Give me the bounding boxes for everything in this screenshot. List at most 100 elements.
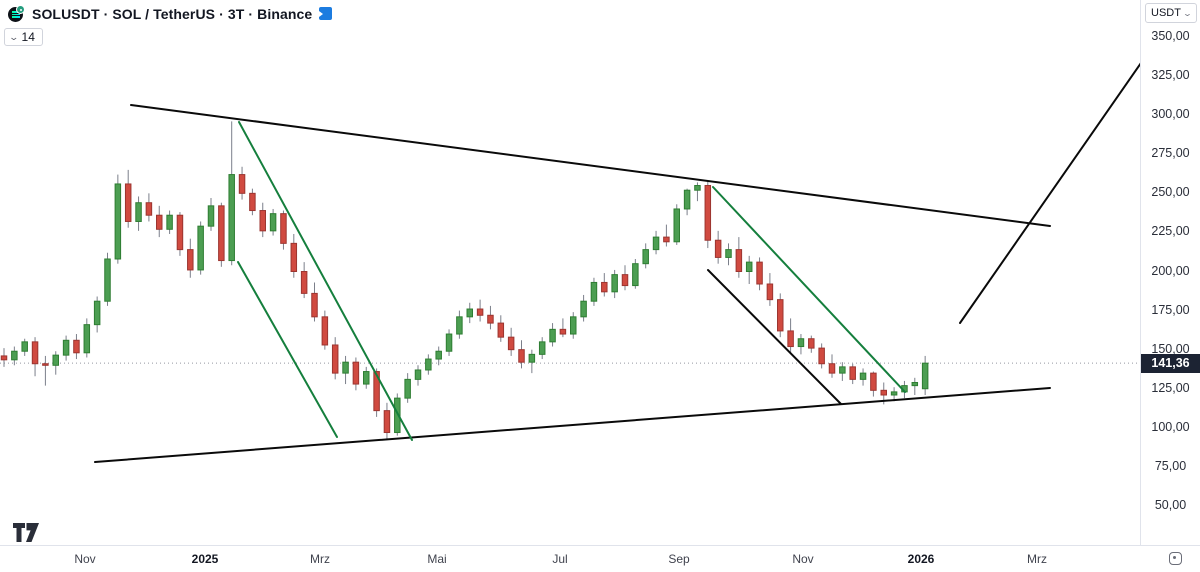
candle: [621, 274, 629, 287]
price-axis-label: 100,00: [1151, 419, 1190, 434]
candle: [559, 328, 567, 335]
candle: [808, 338, 815, 349]
tradingview-logo[interactable]: [13, 523, 39, 542]
time-axis-label: Nov: [792, 552, 814, 566]
candle: [766, 283, 774, 301]
candle: [735, 249, 743, 272]
candle: [652, 236, 660, 251]
current-price-badge: 141,36: [1141, 353, 1200, 373]
candle: [839, 366, 846, 374]
time-axis-label: Sep: [668, 552, 690, 566]
candle: [632, 263, 639, 287]
indicator-value: 14: [21, 30, 35, 44]
price-axis-label: 325,00: [1151, 68, 1190, 83]
candle: [176, 214, 184, 251]
candle: [93, 300, 101, 326]
price-axis-label: 300,00: [1151, 107, 1190, 122]
channel1-upper: [238, 121, 413, 441]
candle: [238, 174, 246, 194]
candle: [52, 354, 59, 366]
candle: [673, 208, 680, 243]
time-axis-label: Jul: [552, 552, 568, 566]
indicator-value-box[interactable]: ⌄ 14: [4, 28, 43, 46]
candle: [435, 350, 442, 360]
candle: [363, 371, 370, 385]
candle: [404, 378, 411, 399]
candle: [828, 363, 836, 374]
candle: [218, 205, 225, 262]
candle: [321, 316, 329, 346]
candle: [725, 249, 732, 258]
candle: [414, 369, 422, 380]
chart-plot-area[interactable]: [0, 0, 1140, 545]
candle: [269, 213, 277, 232]
price-axis-label: 225,00: [1151, 224, 1190, 239]
channel1-lower: [237, 261, 338, 438]
candle: [104, 258, 111, 302]
candle: [259, 210, 266, 232]
tether-badge-icon: [16, 5, 25, 14]
sol-usdt-pair-logo-icon: [8, 5, 25, 22]
candle: [456, 316, 463, 335]
time-axis-label: Mrz: [310, 552, 330, 566]
candle: [507, 336, 515, 351]
price-axis[interactable]: USDT ⌄ 141,36 350,00 325,00 300,00 275,00 25…: [1140, 0, 1200, 545]
candle: [0, 355, 8, 361]
candle: [197, 225, 204, 271]
price-axis-label: 50,00: [1154, 498, 1187, 512]
candle: [207, 205, 215, 227]
currency-selector-button[interactable]: USDT ⌄: [1145, 3, 1197, 23]
chevron-down-icon: ⌄: [1182, 8, 1193, 18]
price-axis-label: 250,00: [1151, 185, 1190, 200]
candle: [849, 366, 856, 380]
candle: [818, 347, 825, 365]
chevron-down-icon: ⌄: [8, 31, 20, 42]
candle: [570, 316, 577, 335]
candle: [921, 362, 929, 390]
candle: [445, 333, 453, 352]
candle: [42, 363, 49, 366]
candle: [549, 328, 556, 343]
price-axis-label: 175,00: [1151, 302, 1190, 317]
time-axis-label: 2025: [191, 552, 219, 566]
channel2-line: [712, 186, 906, 393]
candle: [156, 214, 163, 230]
time-axis[interactable]: Nov 2025 Mrz Mai Jul Sep Nov 2026 Mrz: [0, 545, 1200, 572]
candle: [114, 183, 122, 260]
gear-icon[interactable]: [1169, 552, 1182, 565]
symbol-title[interactable]: SOLUSDT · SOL / TetherUS · 3T · Binance: [32, 5, 313, 22]
time-axis-label: 2026: [907, 552, 935, 566]
candle: [859, 372, 867, 380]
candle: [528, 353, 536, 363]
candle: [187, 249, 194, 271]
price-axis-label: 275,00: [1151, 146, 1190, 161]
time-axis-label: Mai: [427, 552, 447, 566]
candle: [352, 361, 360, 385]
candle: [487, 314, 494, 324]
candle: [11, 350, 18, 361]
binance-source-icon: [319, 7, 333, 20]
candle: [135, 202, 142, 222]
candle: [290, 242, 298, 272]
price-axis-label: 200,00: [1151, 263, 1190, 278]
price-axis-label: 125,00: [1151, 380, 1190, 395]
price-axis-label: 150,00: [1151, 341, 1190, 356]
candle: [580, 300, 587, 318]
lower-ascending-support: [94, 387, 1051, 463]
candle: [890, 391, 898, 396]
candle: [797, 338, 805, 348]
candle: [383, 410, 391, 434]
candle: [611, 274, 618, 293]
candle: [62, 339, 70, 356]
candle: [476, 308, 484, 316]
candle: [538, 341, 546, 355]
candlestick-canvas[interactable]: [0, 0, 1140, 545]
candle: [704, 185, 712, 241]
candle: [518, 349, 525, 363]
candle: [642, 249, 649, 265]
inner-steep-decline: [707, 269, 842, 405]
chart-header: SOLUSDT · SOL / TetherUS · 3T · Binance: [8, 5, 333, 22]
candle: [31, 341, 39, 365]
candle: [694, 185, 701, 191]
